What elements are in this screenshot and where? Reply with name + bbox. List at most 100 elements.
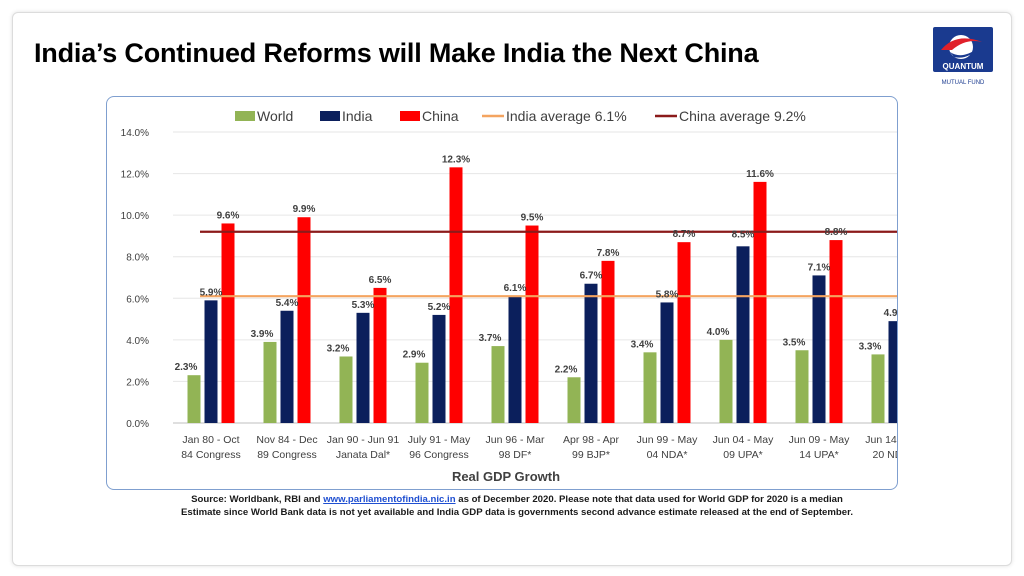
x-tick-label: 98 DF* — [499, 449, 532, 461]
x-tick-label: Jun 14 - Dec — [865, 434, 897, 446]
logo-brand: QUANTUM — [943, 62, 984, 71]
bar-world — [263, 341, 277, 423]
data-label: 2.9% — [403, 350, 426, 361]
x-axis-ticks: Jan 80 - Oct 84 Congress Nov 84 - Dec 89 Co… — [181, 434, 925, 461]
data-label: 3.5% — [783, 337, 806, 348]
bar-india — [812, 275, 826, 423]
x-tick-label: 84 Congress — [181, 449, 241, 461]
data-label: 4.0% — [707, 327, 730, 338]
data-label: 9.6% — [217, 210, 240, 221]
x-tick-label: Jun 04 - May — [713, 434, 774, 446]
data-label: 5.2% — [428, 302, 451, 313]
logo-swoosh-icon — [941, 38, 982, 50]
bar-china — [373, 287, 387, 423]
bar-india — [356, 312, 370, 423]
bar-world — [567, 377, 581, 423]
data-label: 7.8% — [597, 248, 620, 259]
data-label: 4.9% — [884, 308, 897, 319]
y-axis-ticks: 0.0% 2.0% 4.0% 6.0% 8.0% 10.0% 12.0% 14.0% — [121, 128, 149, 430]
x-tick-label: Jun 99 - May — [637, 434, 698, 446]
data-label: 3.2% — [327, 343, 350, 354]
bar-world — [795, 350, 809, 423]
data-label: 9.5% — [521, 213, 544, 224]
y-tick-label: 6.0% — [126, 294, 149, 305]
y-tick-label: 14.0% — [121, 128, 149, 139]
data-labels: 2.3% 5.9% 9.6% 3.9% 5.4% 9.9% 3.2% 5.3% 6.5% 2.9%… — [175, 154, 924, 375]
data-label: 3.7% — [479, 333, 502, 344]
legend-swatch — [320, 111, 340, 121]
data-label: 2.3% — [175, 362, 198, 373]
x-tick-label: Jan 80 - Oct — [182, 434, 239, 446]
data-label: 11.6% — [746, 169, 774, 180]
source-suffix: as of December 2020. Please note that da… — [455, 494, 843, 505]
bar-china — [297, 217, 311, 423]
bar-world — [719, 339, 733, 423]
bar-china — [601, 260, 615, 423]
legend-label: China average 9.2% — [679, 108, 806, 124]
legend-swatch — [235, 111, 255, 121]
data-label: 3.9% — [251, 329, 274, 340]
gdp-growth-chart: World India China India average 6.1% China a… — [121, 108, 933, 484]
chart-legend: World India China India average 6.1% China a… — [235, 108, 806, 124]
x-tick-label: July 91 - May — [408, 434, 471, 446]
x-tick-label: 96 Congress — [409, 449, 469, 461]
bar-india — [736, 246, 750, 423]
x-tick-label: Nov 84 - Dec — [256, 434, 317, 446]
bar-china — [753, 181, 767, 423]
x-tick-label: 20 NDA** — [873, 449, 897, 461]
data-label: 5.9% — [200, 287, 223, 298]
x-axis-label: Real GDP Growth — [452, 469, 560, 484]
y-tick-label: 8.0% — [126, 253, 149, 264]
bar-india — [204, 300, 218, 423]
x-tick-label: 09 UPA* — [723, 449, 763, 461]
x-tick-label: 89 Congress — [257, 449, 317, 461]
chart-container: World India China India average 6.1% China a… — [106, 96, 933, 490]
data-label: 9.9% — [293, 204, 316, 215]
x-tick-label: Jun 96 - Mar — [486, 434, 545, 446]
bar-world — [187, 375, 201, 423]
x-tick-label: Janata Dal* — [336, 449, 390, 461]
data-label: 7.1% — [808, 262, 831, 273]
legend-label: India — [342, 108, 373, 124]
bar-world — [643, 352, 657, 423]
bar-world — [871, 354, 885, 423]
source-link[interactable]: www.parliamentofindia.nic.in — [323, 494, 456, 505]
x-tick-label: 14 UPA* — [799, 449, 839, 461]
data-label: 8.8% — [825, 227, 848, 238]
data-label: 5.8% — [656, 289, 679, 300]
y-tick-label: 10.0% — [121, 211, 149, 222]
bar-india — [280, 310, 294, 423]
data-label: 6.7% — [580, 271, 603, 282]
data-label: 5.4% — [276, 298, 299, 309]
bar-india — [584, 283, 598, 423]
data-label: 8.7% — [673, 229, 696, 240]
data-label: 12.3% — [442, 154, 470, 165]
data-label: 6.5% — [369, 275, 392, 286]
source-prefix: Source: Worldbank, RBI and — [191, 494, 324, 505]
legend-label: World — [257, 108, 293, 124]
y-tick-label: 12.0% — [121, 170, 149, 181]
data-label: 3.3% — [859, 341, 882, 352]
x-tick-label: Apr 98 - Apr — [563, 434, 620, 446]
source-note: Source: Worldbank, RBI and www.parliamen… — [100, 493, 934, 519]
data-label: 6.1% — [504, 283, 527, 294]
data-label: 5.3% — [352, 300, 375, 311]
quantum-logo: QUANTUM MUTUAL FUND — [932, 26, 994, 96]
x-tick-label: Jan 90 - Jun 91 — [327, 434, 400, 446]
bar-china — [221, 223, 235, 423]
source-line2: Estimate since World Bank data is not ye… — [181, 507, 853, 518]
bar-china — [677, 242, 691, 423]
page-title: India’s Continued Reforms will Make Indi… — [34, 38, 759, 68]
bar-world — [491, 346, 505, 423]
bar-india — [660, 302, 674, 423]
x-tick-label: 99 BJP* — [572, 449, 610, 461]
bar-india — [432, 314, 446, 423]
y-tick-label: 2.0% — [126, 377, 149, 388]
bar-world — [339, 356, 353, 423]
legend-label: India average 6.1% — [506, 108, 627, 124]
average-lines — [200, 230, 897, 298]
y-tick-label: 4.0% — [126, 336, 149, 347]
bar-world — [415, 362, 429, 423]
logo-subtitle: MUTUAL FUND — [942, 80, 985, 86]
legend-label: China — [422, 108, 459, 124]
